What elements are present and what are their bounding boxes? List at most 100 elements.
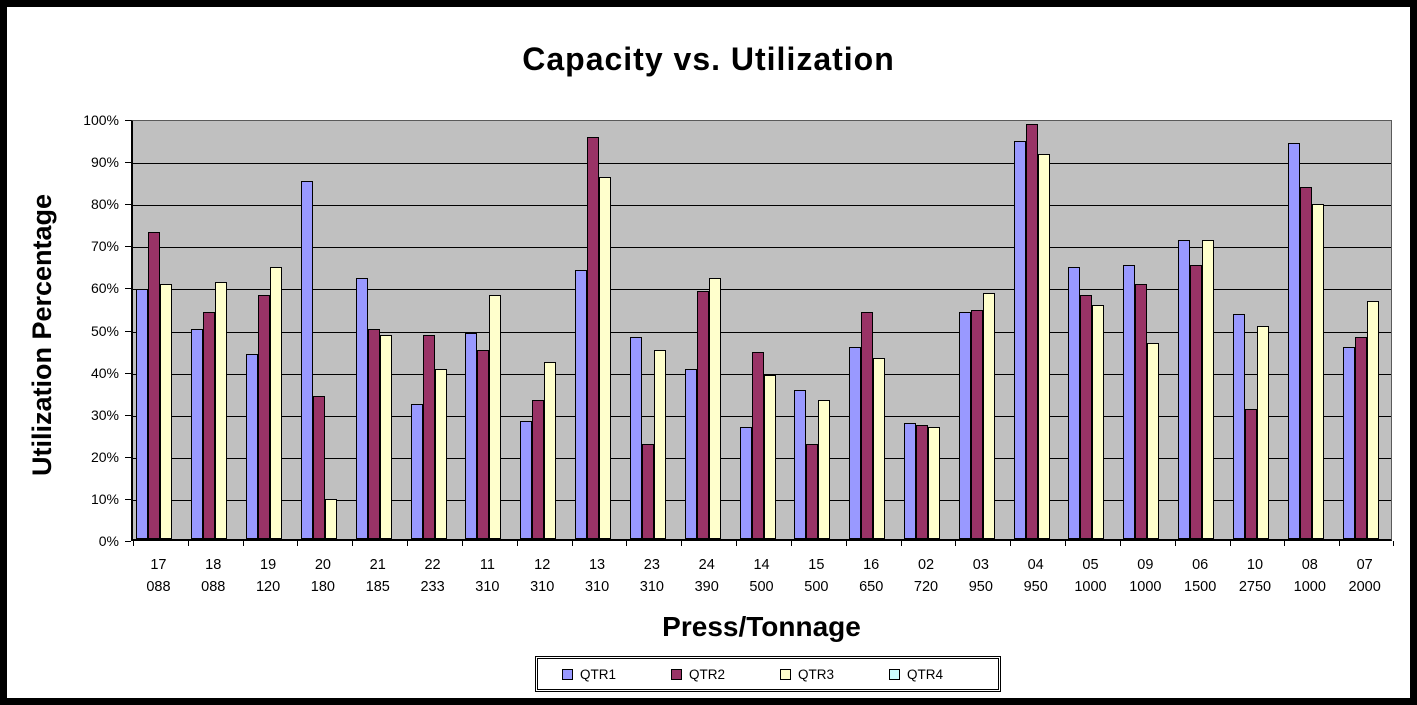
bar-qtr3 [1092,305,1105,539]
bar-qtr2 [1135,284,1148,539]
bar-qtr1 [1342,347,1355,539]
bar-qtr3 [873,357,886,539]
category-label: 07 2000 [1337,554,1392,600]
category-press: 11 [479,557,495,573]
bar-qtr1 [1287,143,1300,539]
category-label: 13 310 [570,554,625,600]
bar-qtr3 [763,374,776,539]
category-tonnage: 500 [749,579,774,595]
category-label: 16 650 [844,554,899,600]
legend-item-qtr3: QTR3 [780,667,889,682]
category-press: 21 [369,557,386,573]
category-tonnage: 390 [694,579,719,595]
x-axis-title: Press/Tonnage [662,611,861,642]
y-axis-tick [125,541,131,542]
x-axis-tick [297,541,299,546]
y-axis-tick [125,330,131,332]
gridline [133,205,1391,207]
y-axis-tick [125,414,131,416]
legend-marker-qtr4 [889,668,900,680]
category-tonnage: 2750 [1238,579,1272,595]
legend-item-qtr4: QTR4 [889,667,998,682]
gridline [133,331,1391,333]
category-press: 12 [534,557,551,573]
bar-qtr1 [794,389,807,539]
category-press: 04 [1027,557,1044,573]
x-axis-tick [736,541,738,546]
x-axis-tick [187,541,189,546]
x-axis-tick [352,541,354,546]
bar-qtr2 [751,351,764,539]
x-axis-tick [1119,541,1121,546]
bar-qtr2 [1080,294,1093,539]
gridline [133,247,1391,249]
y-axis-tick [125,288,131,290]
category-tonnage: 2000 [1348,579,1381,595]
bar-qtr3 [544,362,557,539]
y-axis-tick [125,456,131,458]
category-tonnage: 310 [530,579,555,595]
category-tonnage: 950 [968,579,993,595]
category-label: 24 390 [679,554,734,600]
category-tonnage: 180 [310,579,335,595]
bar-qtr3 [379,334,392,539]
x-axis-tick [1284,541,1286,546]
x-axis-tick [681,541,683,546]
category-press: 09 [1137,557,1154,573]
bar-qtr2 [148,231,161,539]
bar-qtr3 [927,427,940,539]
bar-qtr2 [970,309,983,539]
bar-qtr1 [520,421,533,539]
bar-qtr2 [1354,336,1367,539]
category-label: 17 088 [131,554,186,600]
bar-qtr1 [684,368,697,539]
x-axis-tick [461,541,463,546]
legend-marker-qtr3 [780,668,791,680]
category-tonnage: 310 [639,579,664,595]
x-axis-tick [1174,541,1176,546]
category-label: 23 310 [624,554,679,600]
gridline [133,163,1391,165]
bar-qtr1 [739,427,752,539]
x-axis-tick [242,541,244,546]
bar-qtr1 [300,181,313,539]
bar-qtr2 [641,444,654,539]
category-press: 18 [205,557,222,573]
x-axis-tick [1229,541,1231,546]
bar-qtr1 [410,404,423,539]
category-label: 08 1000 [1282,554,1337,600]
bar-qtr1 [575,269,588,539]
x-axis-tick [1010,541,1012,546]
bar-qtr3 [215,282,228,539]
category-press: 13 [588,557,606,573]
category-tonnage: 1000 [1293,579,1326,595]
y-axis-tick-label: 100% [83,112,119,128]
category-tonnage: 950 [1023,579,1048,595]
bar-qtr1 [1232,313,1245,539]
y-axis-tick [125,162,131,164]
bar-qtr3 [982,292,995,539]
category-press: 16 [863,557,880,573]
category-tonnage: 185 [365,579,390,595]
bar-qtr3 [653,349,666,539]
legend-marker-qtr2 [671,668,682,680]
category-press: 23 [643,557,660,573]
bar-qtr2 [587,136,600,539]
y-axis-tick [125,204,131,206]
bar-qtr1 [1123,265,1136,539]
category-press: 07 [1356,557,1373,573]
bar-qtr2 [915,425,928,539]
legend-item-qtr2: QTR2 [671,667,780,682]
bar-qtr1 [246,353,259,539]
bar-qtr1 [355,277,368,539]
bar-qtr3 [818,400,831,539]
bar-qtr3 [1202,240,1215,539]
category-label: 12 310 [515,554,570,600]
category-label: 15 500 [789,554,844,600]
category-label: 03 950 [953,554,1008,600]
y-axis-tick-label: 0% [98,533,119,549]
category-tonnage: 310 [475,579,500,595]
legend-label: QTR1 [580,666,617,682]
category-press: 03 [972,557,989,573]
